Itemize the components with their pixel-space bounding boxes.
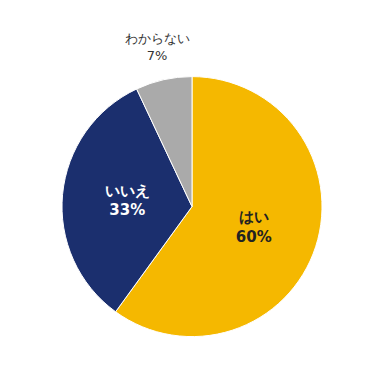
svg-text:はい60%: はい60% — [236, 208, 272, 246]
svg-text:いいえ33%: いいえ33% — [105, 182, 150, 220]
svg-text:わからない7%: わからない7% — [125, 31, 190, 63]
